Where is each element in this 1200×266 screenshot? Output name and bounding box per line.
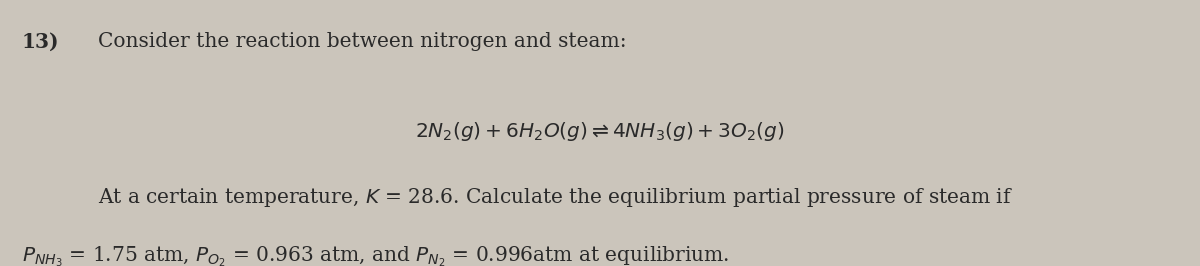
Text: At a certain temperature, $\mathit{K}$ = 28.6. Calculate the equilibrium partial: At a certain temperature, $\mathit{K}$ =… bbox=[98, 186, 1014, 209]
Text: 13): 13) bbox=[22, 32, 59, 52]
Text: $2N_2(g) + 6H_2O(g) \rightleftharpoons 4NH_3(g) + 3O_2(g)$: $2N_2(g) + 6H_2O(g) \rightleftharpoons 4… bbox=[415, 120, 785, 143]
Text: $\mathit{P}_{NH_3}$ = 1.75 atm, $\mathit{P}_{O_2}$ = 0.963 atm, and $\mathit{P}_: $\mathit{P}_{NH_3}$ = 1.75 atm, $\mathit… bbox=[22, 245, 728, 266]
Text: Consider the reaction between nitrogen and steam:: Consider the reaction between nitrogen a… bbox=[98, 32, 628, 51]
